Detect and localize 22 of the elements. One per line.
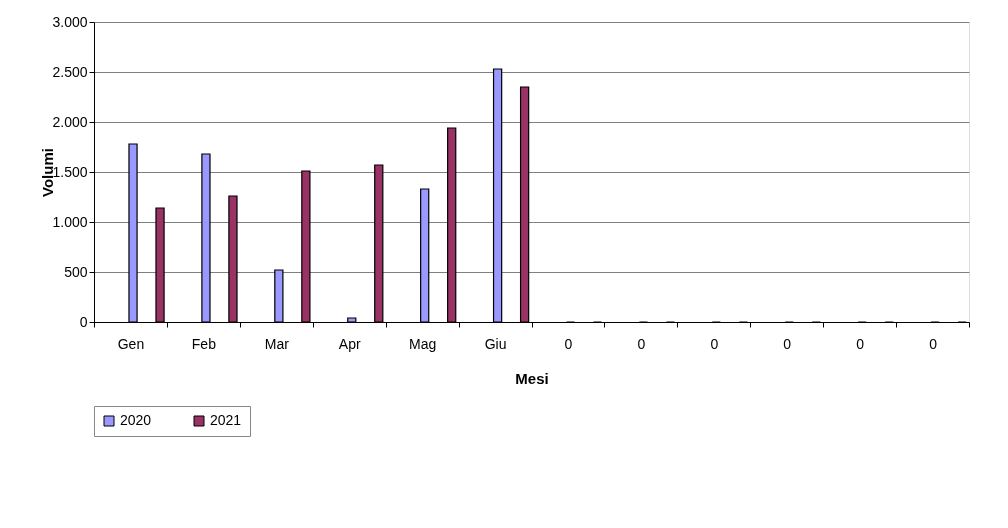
- legend-label: 2020: [120, 412, 152, 428]
- x-tick-label: Mar: [264, 335, 290, 352]
- x-tick-label: 0: [637, 335, 646, 352]
- y-tick-label: 1.000: [52, 213, 88, 230]
- x-tick-label: 0: [783, 335, 792, 352]
- legend-label: 2021: [210, 412, 242, 428]
- y-tick-label: 2.500: [52, 63, 88, 80]
- x-tick-label: 0: [929, 335, 938, 352]
- x-tick-label: Gen: [117, 335, 145, 352]
- x-axis-title: Mesi: [515, 369, 549, 387]
- x-tick-label: 0: [710, 335, 719, 352]
- x-tick-label: 0: [856, 335, 865, 352]
- y-tick-label: 0: [79, 313, 88, 330]
- y-tick-label: 1.500: [52, 163, 88, 180]
- y-tick-label: 3.000: [52, 13, 88, 30]
- x-tick-label: Feb: [191, 335, 217, 352]
- y-tick-label: 500: [64, 263, 88, 280]
- x-tick-label: 0: [564, 335, 573, 352]
- x-tick-label: Mag: [409, 335, 437, 352]
- x-tick-label: Giu: [484, 335, 507, 352]
- x-tick-label: Apr: [338, 335, 361, 352]
- y-tick-label: 2.000: [52, 113, 88, 130]
